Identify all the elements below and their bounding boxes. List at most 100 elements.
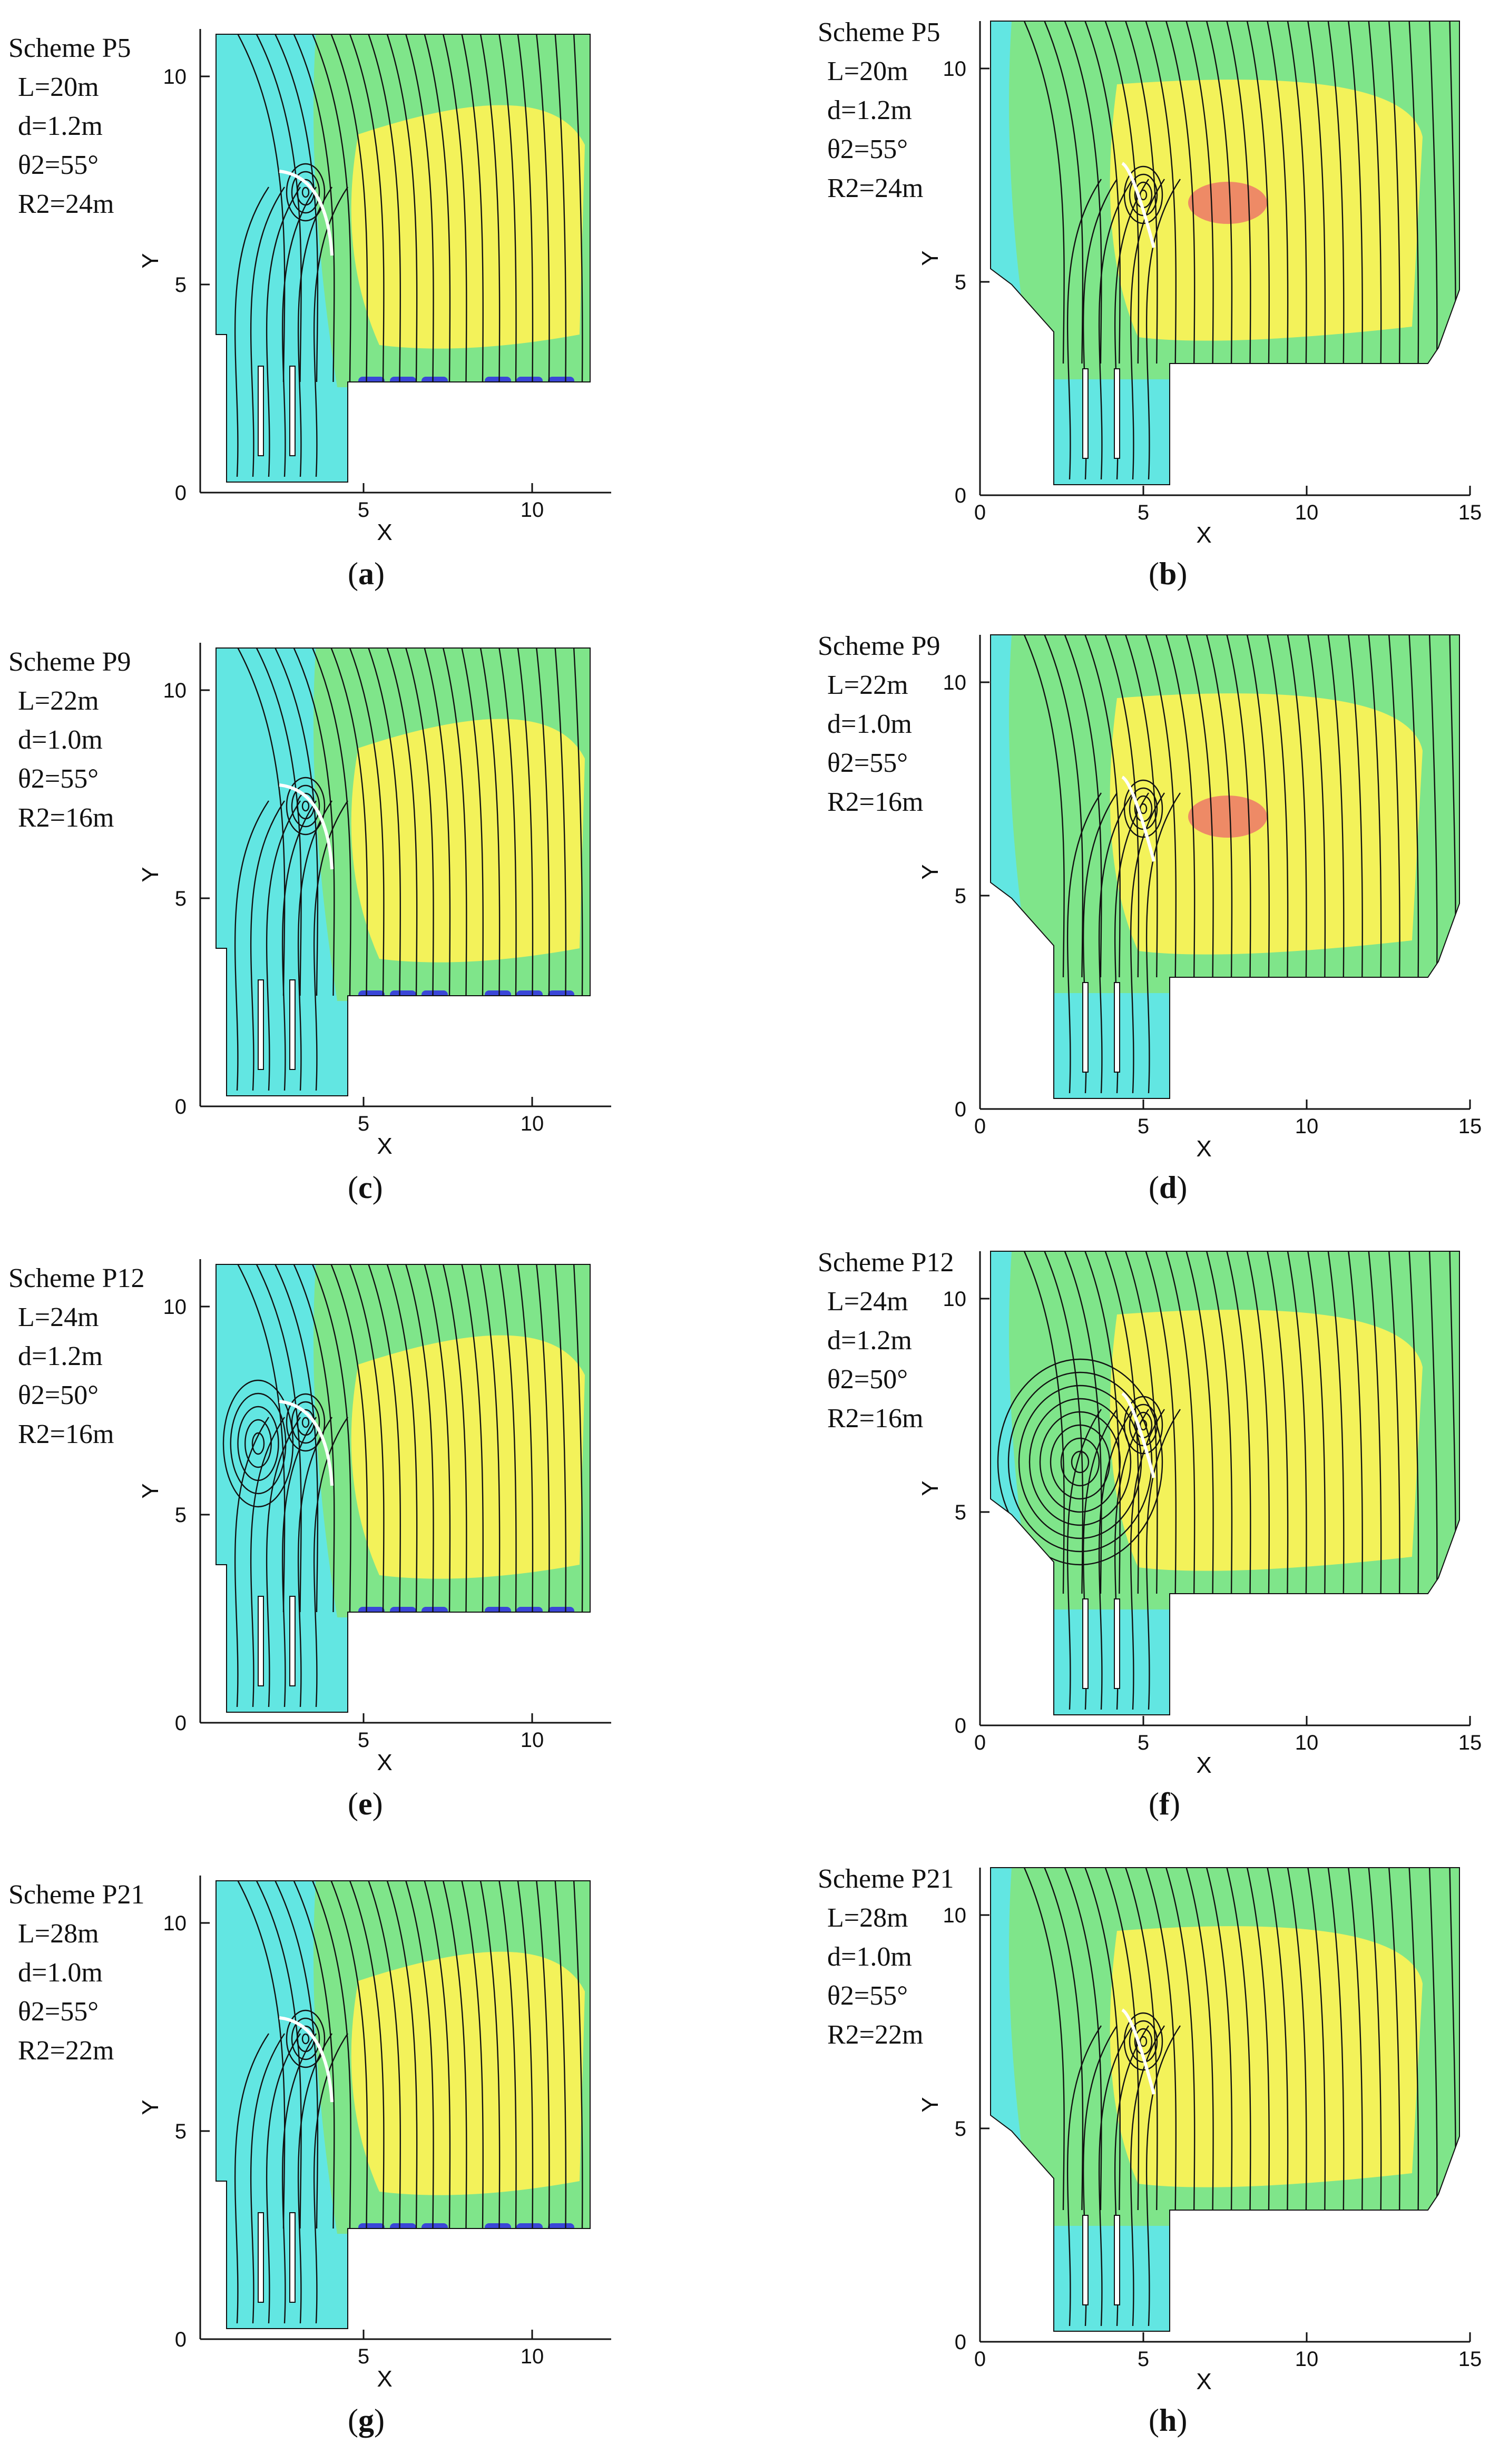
caption-letter: b	[1159, 556, 1177, 591]
flow-field-plot: 0 5 10 0 5 10 15 X Y	[917, 1867, 1482, 2394]
y-tick-label: 5	[175, 887, 187, 910]
scheme-parameters: Scheme P5 L=20m d=1.2m θ2=55° R2=24m	[8, 35, 131, 230]
panel-f: Scheme P12 L=24m d=1.2m θ2=50° R2=16m (f) 0 5 10…	[754, 1230, 1509, 1844]
x-axis-label: X	[377, 519, 392, 545]
y-tick-label: 0	[175, 482, 187, 505]
x-tick-label: 15	[1458, 501, 1482, 524]
y-tick-label: 10	[943, 57, 967, 81]
scheme-theta: θ2=55°	[18, 1997, 99, 2027]
streamlines	[234, 1881, 583, 2324]
scheme-parameters: Scheme P12 L=24m d=1.2m θ2=50° R2=16m	[8, 1265, 145, 1460]
x-tick-label: 5	[1138, 2348, 1149, 2371]
velocity-contour	[991, 21, 1459, 485]
velocity-contour	[216, 1264, 590, 1712]
caption-letter: c	[358, 1170, 373, 1205]
x-tick-label: 10	[521, 1112, 544, 1135]
scheme-d: d=1.2m	[18, 111, 103, 141]
streamlines	[222, 1264, 583, 1707]
y-tick-label: 0	[955, 1714, 966, 1737]
flow-field-plot: 0 5 10 5 10 X Y	[138, 1259, 611, 1775]
scheme-d: d=1.0m	[18, 1958, 103, 1988]
x-axis-label: X	[1196, 522, 1211, 548]
scheme-d: d=1.0m	[18, 725, 103, 755]
streamlines	[997, 1251, 1457, 1710]
scheme-parameters: Scheme P21 L=28m d=1.0m θ2=55° R2=22m	[818, 1866, 954, 2060]
scheme-r: R2=16m	[18, 803, 114, 833]
panel-caption: (f)	[1149, 1786, 1180, 1821]
x-axis-label: X	[1196, 1136, 1211, 1162]
panel-caption: (h)	[1149, 2403, 1188, 2438]
scheme-l: L=22m	[18, 686, 99, 716]
flow-field-plot: 0 5 10 5 10 X Y	[138, 643, 611, 1159]
y-tick-label: 0	[175, 1712, 187, 1735]
scheme-d: d=1.2m	[827, 95, 912, 125]
panel-caption: (e)	[348, 1786, 383, 1821]
velocity-contour	[216, 1881, 590, 2329]
y-tick-label: 5	[955, 885, 966, 908]
scheme-r: R2=16m	[827, 787, 924, 817]
scheme-d: d=1.2m	[18, 1341, 103, 1371]
panel-caption: (b)	[1149, 556, 1188, 591]
axes	[979, 21, 1471, 496]
x-tick-label: 15	[1458, 2348, 1482, 2371]
flow-field-plot: 0 5 10 5 10 X Y	[138, 1876, 611, 2392]
scheme-parameters: Scheme P9 L=22m d=1.0m θ2=55° R2=16m	[8, 649, 131, 843]
y-tick-label: 0	[955, 2331, 966, 2354]
axes	[199, 643, 611, 1107]
scheme-title: Scheme P5	[8, 33, 131, 63]
x-tick-label: 10	[521, 1729, 544, 1752]
x-axis-label: X	[1196, 1752, 1211, 1778]
scheme-theta: θ2=55°	[827, 1981, 908, 2011]
x-tick-label: 15	[1458, 1731, 1482, 1754]
scheme-theta: θ2=55°	[827, 748, 908, 778]
panel-d: Scheme P9 L=22m d=1.0m θ2=55° R2=16m (d) 0 5 10 0…	[754, 614, 1509, 1228]
flow-field-plot: 0 5 10 0 5 10 15 X Y	[917, 21, 1482, 548]
x-axis-label: X	[377, 1133, 392, 1159]
x-tick-label: 5	[1138, 1731, 1149, 1754]
scheme-d: d=1.0m	[827, 709, 912, 739]
y-axis-label: Y	[138, 2099, 163, 2115]
velocity-contour	[216, 34, 590, 482]
scheme-theta: θ2=55°	[18, 150, 99, 180]
scheme-l: L=28m	[18, 1919, 99, 1949]
streamlines	[234, 648, 583, 1091]
y-axis-label: Y	[917, 864, 943, 879]
scheme-parameters: Scheme P21 L=28m d=1.0m θ2=55° R2=22m	[8, 1881, 145, 2076]
scheme-l: L=28m	[827, 1903, 908, 1933]
scheme-l: L=24m	[18, 1302, 99, 1332]
x-tick-label: 5	[358, 1112, 369, 1135]
x-tick-label: 10	[521, 2345, 544, 2368]
scheme-l: L=20m	[827, 56, 908, 86]
y-tick-label: 0	[955, 484, 966, 507]
scheme-theta: θ2=55°	[827, 134, 908, 164]
scheme-r: R2=24m	[827, 173, 924, 203]
caption-letter: a	[358, 556, 374, 591]
x-tick-label: 5	[358, 1729, 369, 1752]
panel-g: Scheme P21 L=28m d=1.0m θ2=55° R2=22m (g) 0 5 10…	[0, 1847, 754, 2460]
y-tick-label: 10	[163, 65, 187, 89]
y-axis-label: Y	[138, 1483, 163, 1498]
x-tick-label: 5	[358, 2345, 369, 2368]
y-tick-label: 5	[955, 2117, 966, 2141]
y-tick-label: 5	[955, 271, 966, 294]
y-tick-label: 5	[175, 1504, 187, 1527]
scheme-title: Scheme P12	[818, 1248, 954, 1278]
scheme-r: R2=16m	[18, 1419, 114, 1449]
axes	[199, 1259, 611, 1724]
x-tick-label: 10	[1295, 2348, 1319, 2371]
scheme-l: L=24m	[827, 1287, 908, 1317]
axes	[979, 1251, 1471, 1726]
scheme-title: Scheme P9	[818, 631, 940, 661]
axes	[199, 29, 611, 494]
panel-c: Scheme P9 L=22m d=1.0m θ2=55° R2=16m (c) 0 5 10 5…	[0, 614, 754, 1228]
scheme-parameters: Scheme P5 L=20m d=1.2m θ2=55° R2=24m	[818, 19, 940, 214]
flow-field-plot: 0 5 10 0 5 10 15 X Y	[917, 1251, 1482, 1778]
caption-letter: g	[358, 2403, 374, 2438]
scheme-l: L=22m	[827, 670, 908, 700]
y-axis-label: Y	[917, 1480, 943, 1496]
x-tick-label: 15	[1458, 1115, 1482, 1138]
panel-h: Scheme P21 L=28m d=1.0m θ2=55° R2=22m (h) 0 5 10…	[754, 1847, 1509, 2460]
scheme-l: L=20m	[18, 72, 99, 102]
x-tick-label: 5	[1138, 1115, 1149, 1138]
scheme-title: Scheme P21	[818, 1864, 954, 1894]
